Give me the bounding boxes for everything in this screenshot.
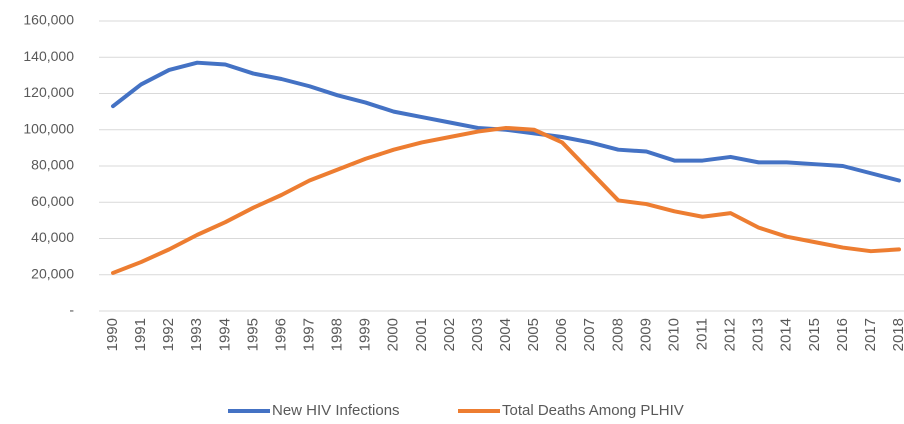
y-tick-label: 140,000 <box>23 48 74 64</box>
x-tick-label: 1993 <box>188 318 205 351</box>
x-tick-label: 1994 <box>216 318 233 351</box>
x-tick-label: 2004 <box>497 318 514 351</box>
y-tick-label: 120,000 <box>23 84 74 100</box>
x-tick-label: 1998 <box>329 318 346 351</box>
y-tick-label: 20,000 <box>31 265 74 281</box>
x-tick-label: 2017 <box>862 318 879 351</box>
x-tick-label: 2001 <box>413 318 430 351</box>
x-tick-label: 1991 <box>132 318 149 351</box>
x-tick-label: 2006 <box>553 318 570 351</box>
x-tick-label: 1992 <box>160 318 177 351</box>
x-tick-label: 2010 <box>665 318 682 351</box>
x-tick-label: 1990 <box>104 318 121 351</box>
x-tick-label: 2003 <box>469 318 486 351</box>
y-tick-label: 80,000 <box>31 157 74 173</box>
x-tick-label: 2011 <box>693 318 710 350</box>
x-tick-label: 1997 <box>300 318 317 351</box>
y-tick-label: 160,000 <box>23 12 74 28</box>
series-line <box>111 60 901 183</box>
x-tick-label: 2000 <box>385 318 402 351</box>
legend-label: Total Deaths Among PLHIV <box>502 402 684 419</box>
x-tick-label: 2005 <box>525 318 542 351</box>
x-tick-label: 2009 <box>637 318 654 351</box>
x-tick-label: 2015 <box>806 318 823 351</box>
x-tick-label: 2008 <box>609 318 626 351</box>
x-tick-label: 2013 <box>750 318 767 351</box>
x-tick-label: 2018 <box>890 318 904 351</box>
y-tick-label: 40,000 <box>31 229 74 245</box>
y-tick-label: 100,000 <box>23 120 74 136</box>
y-tick-label: 60,000 <box>31 193 74 209</box>
legend-label: New HIV Infections <box>272 402 400 419</box>
x-tick-label: 2007 <box>581 318 598 351</box>
x-tick-label: 2002 <box>441 318 458 351</box>
x-tick-label: 2014 <box>778 318 795 351</box>
x-tick-label: 1995 <box>244 318 261 351</box>
series-line <box>111 125 901 275</box>
x-tick-label: 1996 <box>272 318 289 351</box>
x-tick-label: 1999 <box>357 318 374 351</box>
y-tick-label: - <box>69 302 74 318</box>
x-tick-label: 2012 <box>722 318 739 351</box>
x-tick-label: 2016 <box>834 318 851 351</box>
